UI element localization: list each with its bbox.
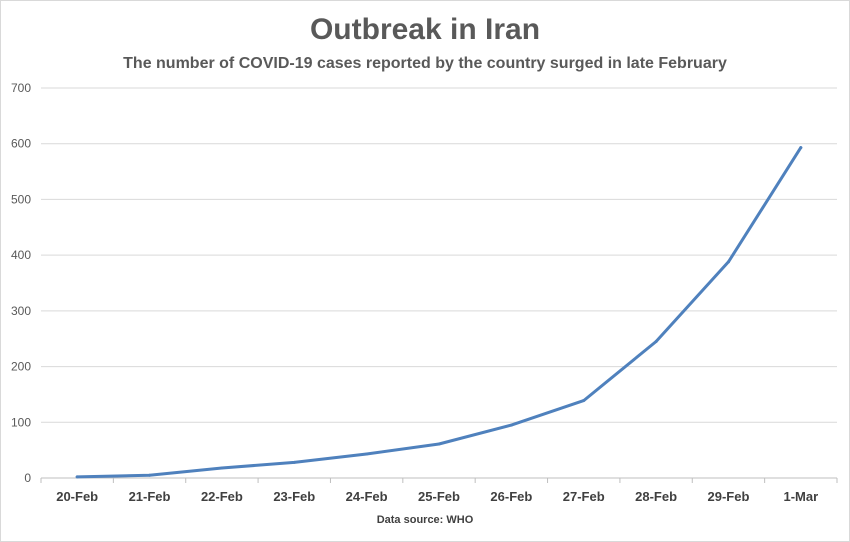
data-point — [654, 340, 658, 343]
y-axis-ticks: 0 100 200 300 400 500 600 700 — [11, 81, 31, 485]
x-tick-label: 25-Feb — [418, 489, 460, 504]
x-tick-label: 26-Feb — [490, 489, 532, 504]
data-point — [148, 473, 152, 477]
series-line-cases — [75, 146, 803, 479]
data-point — [75, 475, 79, 479]
x-tick-label: 24-Feb — [346, 489, 388, 504]
x-tick-label: 1-Mar — [783, 489, 818, 504]
gridlines — [41, 87, 837, 423]
x-tick-label: 21-Feb — [129, 489, 171, 504]
data-point — [726, 260, 730, 264]
y-tick-label: 200 — [11, 360, 31, 374]
data-point — [799, 146, 803, 150]
data-source-note: Data source: WHO — [377, 514, 474, 526]
data-point — [509, 423, 513, 427]
y-tick-label: 600 — [11, 137, 31, 151]
data-point — [220, 466, 224, 470]
y-tick-label: 100 — [11, 415, 31, 429]
y-tick-label: 400 — [11, 248, 31, 262]
x-tick-label: 28-Feb — [635, 489, 677, 504]
y-tick-label: 500 — [11, 192, 31, 206]
x-tick-label: 20-Feb — [56, 489, 98, 504]
chart-subtitle: The number of COVID-19 cases reported by… — [123, 55, 727, 72]
data-point — [292, 460, 296, 464]
y-tick-label: 0 — [24, 471, 31, 485]
x-axis-ticks: 20-Feb 21-Feb 22-Feb 23-Feb 24-Feb 25-Feb 26-F… — [40, 477, 838, 504]
data-point — [437, 442, 441, 446]
data-point — [582, 399, 586, 403]
y-tick-label: 700 — [11, 81, 31, 95]
x-tick-label: 22-Feb — [201, 489, 243, 504]
y-tick-label: 300 — [11, 304, 31, 318]
x-tick-label: 27-Feb — [563, 489, 605, 504]
data-point — [365, 452, 369, 456]
x-tick-label: 23-Feb — [273, 489, 315, 504]
x-tick-label: 29-Feb — [708, 489, 750, 504]
chart-title: Outbreak in Iran — [310, 13, 540, 46]
series-layer — [75, 146, 803, 479]
